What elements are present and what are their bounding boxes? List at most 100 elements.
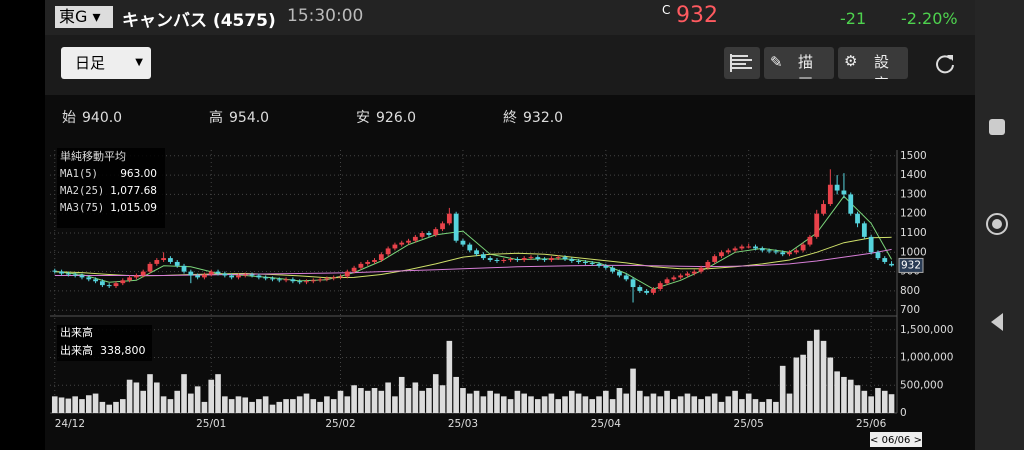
volume-current-label: 出来高: [60, 343, 93, 357]
volume-bar: [562, 396, 568, 413]
volume-bar: [752, 399, 759, 413]
candle-body: [283, 279, 289, 281]
volume-bar: [113, 401, 119, 413]
candle-body: [263, 277, 269, 279]
candle-body: [562, 257, 568, 260]
volume-bar: [888, 394, 895, 413]
candle-body: [576, 260, 582, 262]
candle-body: [99, 281, 105, 286]
candle-body: [399, 242, 405, 245]
volume-bar: [623, 393, 630, 413]
candle-body: [317, 279, 323, 281]
volume-bar: [235, 396, 242, 413]
volume-bar: [154, 382, 160, 413]
volume-bar: [827, 357, 834, 413]
volume-bar: [303, 393, 310, 413]
settings-button[interactable]: ⚙設定: [838, 47, 908, 79]
volume-bar: [412, 382, 419, 413]
volume-bar: [494, 393, 500, 413]
volume-bar: [582, 396, 589, 413]
candle-body: [657, 283, 663, 289]
ma-legend-name: MA1(5): [60, 168, 98, 180]
volume-bar: [398, 376, 405, 413]
candle-body: [501, 260, 507, 262]
ma-legend-name: MA3(75): [60, 202, 104, 214]
nav-recent[interactable]: [989, 119, 1005, 135]
volume-bar: [249, 401, 255, 413]
volume-bar: [358, 388, 364, 413]
candle-body: [514, 259, 520, 261]
candle-body: [86, 277, 92, 280]
volume-bar: [466, 393, 473, 413]
volume-bar: [555, 399, 561, 413]
candle-body: [154, 260, 160, 264]
draw-button[interactable]: ✎描画: [764, 47, 834, 79]
candle-body: [548, 258, 554, 261]
volume-bar: [364, 390, 371, 413]
candle-body: [827, 184, 833, 205]
candle-body: [596, 263, 602, 266]
summary-value: 954.0: [229, 110, 269, 126]
candle-body: [712, 256, 718, 262]
nav-home[interactable]: [986, 213, 1008, 235]
volume-bar: [569, 390, 575, 413]
volume-bar: [167, 399, 174, 413]
refresh-button[interactable]: [933, 51, 957, 75]
candle-body: [181, 265, 187, 272]
candle-body: [705, 261, 711, 268]
candle-body: [685, 273, 690, 276]
volume-bar: [344, 396, 351, 413]
volume-bar: [766, 399, 772, 413]
volume-bar: [813, 329, 820, 413]
volume-bar: [847, 379, 854, 413]
volume-bar: [487, 390, 493, 413]
volume-bar: [745, 393, 752, 413]
period-text: 日足: [75, 54, 106, 72]
volume-bar: [256, 399, 262, 413]
candle-body: [875, 252, 881, 259]
market-select[interactable]: 東G ▾: [55, 6, 113, 28]
candle-body: [535, 257, 541, 260]
date-tag-box: [870, 432, 922, 447]
volume-bar: [147, 374, 153, 413]
ma-line: [54, 195, 893, 290]
candle-body: [65, 273, 71, 275]
candle-body: [351, 267, 357, 272]
candle-body: [392, 244, 398, 249]
volume-bar: [99, 401, 106, 413]
volume-bar: [283, 399, 289, 413]
volume-bar: [671, 399, 677, 413]
candle-body: [365, 261, 371, 264]
volume-bar: [126, 379, 133, 413]
x-tick-label: 25/05: [734, 418, 764, 430]
candle-body: [773, 251, 779, 253]
volume-bar: [473, 390, 480, 413]
candle-body: [440, 223, 445, 230]
candle-body: [113, 283, 119, 287]
volume-bar: [609, 399, 616, 413]
y-tick-label: 1100: [900, 227, 927, 239]
candle-body: [855, 213, 860, 224]
summary-label: 安: [356, 110, 370, 126]
volume-bar: [786, 393, 793, 413]
candle-body: [630, 279, 636, 288]
candle-body: [623, 275, 629, 280]
candle-body: [174, 261, 180, 266]
volume-bar: [453, 376, 459, 413]
summary-value: 926.0: [376, 110, 416, 126]
y-tick-label: 1500: [900, 150, 927, 162]
indicator-button[interactable]: [724, 47, 760, 79]
nav-back[interactable]: [987, 311, 1007, 333]
ma-line: [54, 248, 892, 276]
candle-body: [338, 276, 343, 278]
volume-bar: [514, 390, 521, 413]
volume-bar: [854, 385, 861, 413]
volume-bar: [718, 401, 725, 413]
period-select[interactable]: 日足 ▼: [61, 47, 151, 79]
candle-body: [460, 240, 466, 245]
ma-legend-box: [57, 148, 165, 228]
time: 15:30:00: [287, 6, 364, 26]
system-nav: [975, 0, 1024, 450]
volume-bar: [548, 393, 555, 413]
price-flag: C: [662, 3, 671, 17]
